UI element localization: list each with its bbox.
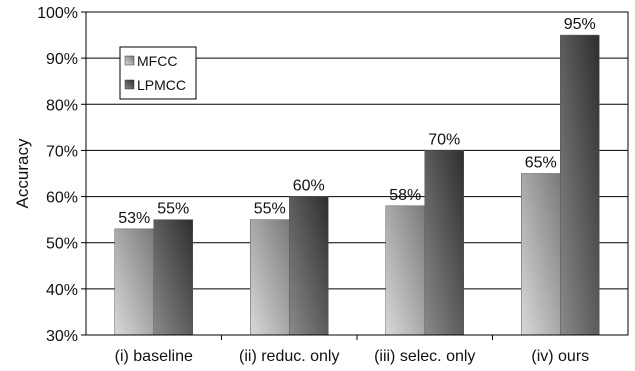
- y-tick-label: 90%: [46, 51, 78, 68]
- legend-label-lpmcc: LPMCC: [137, 77, 186, 93]
- bar-mfcc: [114, 228, 154, 336]
- x-tick-label: (iii) selec. only: [374, 348, 475, 365]
- bar-mfcc: [521, 173, 561, 336]
- x-tick-label: (i) baseline: [115, 348, 193, 365]
- x-tick-label: (ii) reduc. only: [239, 348, 339, 365]
- data-label: 95%: [564, 16, 596, 33]
- bars: [114, 34, 600, 336]
- bar-lpmcc: [289, 196, 329, 336]
- data-label: 70%: [428, 131, 460, 148]
- data-label: 58%: [389, 187, 421, 204]
- y-tick-label: 50%: [46, 236, 78, 253]
- y-tick-labels: 30% 40% 50% 60% 70% 80% 90% 100%: [37, 5, 78, 345]
- legend: MFCC LPMCC: [119, 46, 197, 100]
- bar-lpmcc: [153, 219, 193, 336]
- y-tick-label: 30%: [46, 328, 78, 345]
- bar-mfcc: [250, 219, 290, 336]
- bar-mfcc: [385, 205, 425, 336]
- bar-lpmcc: [560, 34, 600, 336]
- data-labels: 53% 55% 55% 60% 58% 70% 65% 95%: [118, 16, 596, 227]
- data-label: 55%: [254, 201, 286, 218]
- y-tick-label: 100%: [37, 5, 78, 22]
- data-label: 60%: [293, 178, 325, 195]
- bar-lpmcc: [424, 150, 464, 336]
- y-axis-title: Accuracy: [13, 138, 32, 208]
- data-label: 53%: [118, 210, 150, 227]
- plot-frame: [85, 11, 629, 336]
- data-label: 65%: [525, 155, 557, 172]
- legend-label-mfcc: MFCC: [137, 53, 177, 69]
- legend-box: [119, 46, 197, 100]
- y-tick-label: 80%: [46, 97, 78, 114]
- x-tick-label: (iv) ours: [531, 348, 589, 365]
- y-tick-label: 40%: [46, 282, 78, 299]
- legend-swatch-lpmcc: [124, 79, 135, 90]
- y-tick-label: 70%: [46, 143, 78, 160]
- legend-swatch-mfcc: [124, 55, 135, 66]
- y-tick-label: 60%: [46, 190, 78, 207]
- data-label: 55%: [157, 201, 189, 218]
- x-tick-labels: (i) baseline (ii) reduc. only (iii) selec.…: [115, 348, 590, 365]
